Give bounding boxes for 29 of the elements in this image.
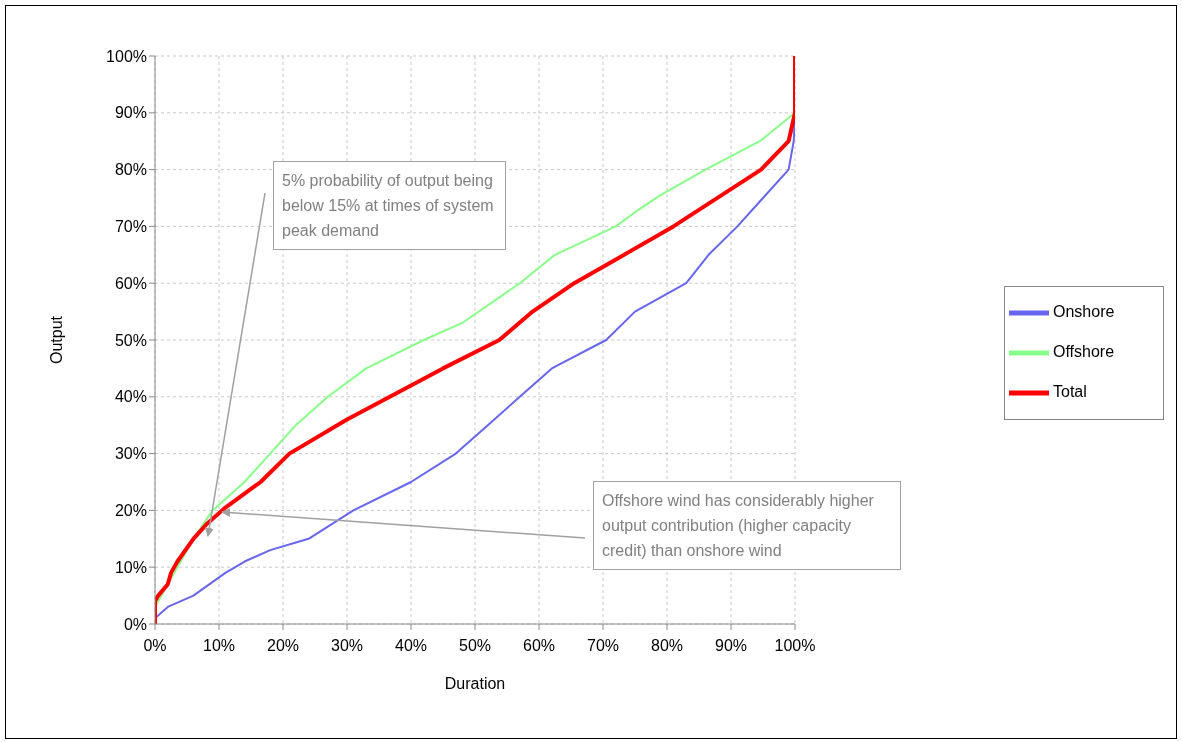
y-tick-label: 80% <box>114 161 147 179</box>
y-tick-label: 50% <box>114 331 147 349</box>
legend-label: Total <box>1053 383 1087 401</box>
y-axis-title: Output <box>47 315 65 365</box>
y-tick-label: 20% <box>114 502 147 520</box>
x-tick-label: 70% <box>586 637 620 655</box>
legend-label: Onshore <box>1053 303 1115 321</box>
x-tick-label: 10% <box>202 637 236 655</box>
x-tick-label: 0% <box>143 637 167 655</box>
legend-label: Offshore <box>1053 343 1115 361</box>
y-tick-label: 90% <box>114 104 147 122</box>
y-tick-label: 40% <box>114 388 147 406</box>
annotation: 5% probability of output being below 15% at times of system peak demand <box>273 161 506 250</box>
annotation: Offshore wind has considerably higher output contribution (higher capacity credit) than onshore wind <box>593 481 901 570</box>
x-tick-label: 80% <box>650 637 684 655</box>
x-tick-label: 60% <box>522 637 556 655</box>
y-tick-label: 60% <box>114 274 147 292</box>
x-tick-label: 20% <box>266 637 300 655</box>
x-axis-title: Duration <box>444 675 506 693</box>
x-tick-label: 50% <box>458 637 492 655</box>
x-tick-label: 100% <box>774 637 816 655</box>
y-tick-label: 70% <box>114 218 147 236</box>
x-tick-label: 30% <box>330 637 364 655</box>
y-tick-label: 10% <box>114 558 147 576</box>
x-tick-label: 40% <box>394 637 428 655</box>
y-tick-label: 100% <box>106 47 147 65</box>
x-tick-label: 90% <box>714 637 748 655</box>
y-tick-label: 30% <box>114 445 147 463</box>
y-tick-label: 0% <box>123 615 147 633</box>
